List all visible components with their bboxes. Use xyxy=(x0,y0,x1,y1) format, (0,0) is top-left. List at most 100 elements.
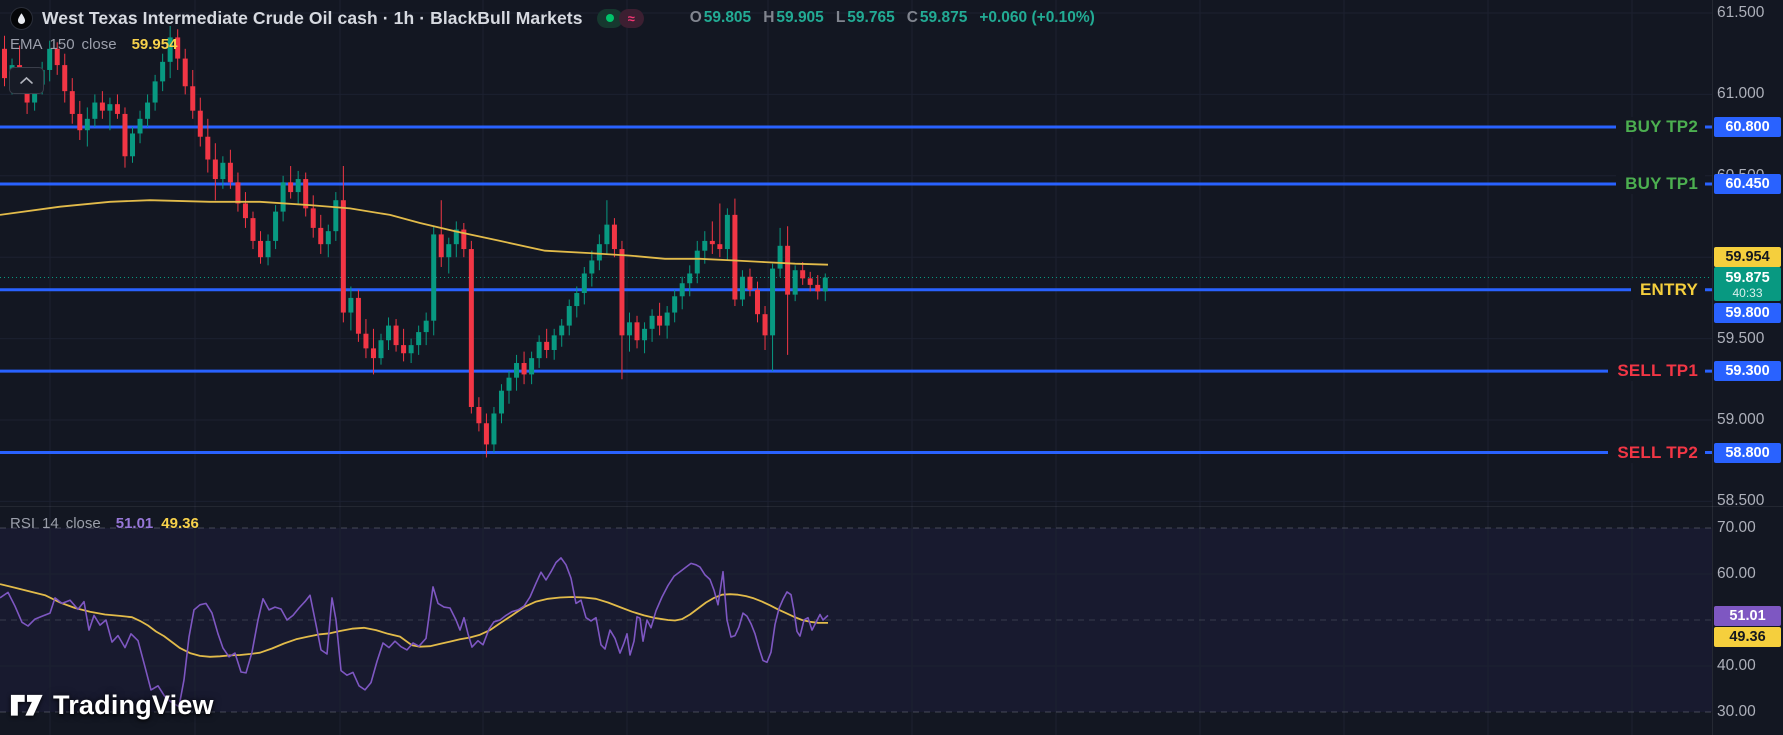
delayed-data-badge[interactable]: ≈ xyxy=(618,8,644,28)
candle-body-up xyxy=(529,358,535,375)
candle-body-down xyxy=(619,249,625,336)
ema-150-line xyxy=(0,199,829,266)
market-status-badge[interactable] xyxy=(596,8,623,28)
candle-body-up xyxy=(626,322,632,336)
candle-body-down xyxy=(227,162,233,183)
candle-body-up xyxy=(378,340,384,359)
candle-body-up xyxy=(137,118,143,134)
candle-body-up xyxy=(431,234,437,321)
axis-label-yellow-59.954: 59.954 xyxy=(1714,247,1781,267)
ohlc-label: H xyxy=(763,9,775,26)
candle-body-down xyxy=(318,227,324,245)
candle-body-up xyxy=(649,315,655,329)
countdown-timer: 40:33 xyxy=(1732,285,1763,300)
candle-body-up xyxy=(386,325,392,341)
candle-body-up xyxy=(536,341,542,359)
candle-body-up xyxy=(333,200,339,232)
candle-body-up xyxy=(822,277,828,292)
axis-price-label-text: 59.300 xyxy=(1725,363,1770,379)
price-tick: 61.500 xyxy=(1717,4,1765,21)
candle-body-up xyxy=(559,325,565,336)
candle-body-up xyxy=(423,320,429,333)
axis-price-label-text: 60.450 xyxy=(1725,176,1770,192)
rsi-band xyxy=(0,528,1712,712)
candle-body-up xyxy=(92,102,98,119)
ohlc-value: 59.875 xyxy=(919,9,968,26)
axis-label-blue-60.800: 60.800 xyxy=(1714,117,1781,137)
axis-price-label-text: 59.800 xyxy=(1725,305,1770,321)
candle-body-down xyxy=(521,363,527,375)
axis-price-label-text: 51.01 xyxy=(1729,608,1766,624)
level-label-buy-tp2[interactable]: BUY TP2 xyxy=(1616,116,1705,137)
candle-body-down xyxy=(258,240,264,258)
price-tick: 59.500 xyxy=(1717,329,1765,347)
candle-body-down xyxy=(2,48,7,79)
symbol-legend-row[interactable]: West Texas Intermediate Crude Oil cash ·… xyxy=(10,6,1095,30)
price-chart-canvas[interactable] xyxy=(0,0,1712,735)
candle-body-down xyxy=(250,218,256,241)
change-value: +0.060 (+0.10%) xyxy=(979,9,1095,26)
candle-body-down xyxy=(461,229,467,250)
axis-price-label-text: 58.800 xyxy=(1725,445,1770,461)
candle-body-up xyxy=(348,297,354,313)
candle-body-down xyxy=(785,245,791,295)
candle-body-down xyxy=(190,86,196,111)
candle-body-down xyxy=(370,348,376,359)
candle-body-down xyxy=(393,325,399,346)
candle-body-up xyxy=(702,240,708,251)
candle-body-down xyxy=(800,270,806,279)
tradingview-logo[interactable]: TradingView xyxy=(10,690,214,721)
candle-body-down xyxy=(747,276,753,290)
candle-body-up xyxy=(596,244,602,261)
candle-body-up xyxy=(446,244,452,258)
candle-body-up xyxy=(273,211,279,241)
green-dot-icon xyxy=(605,14,614,22)
candle-body-up xyxy=(280,182,286,212)
candle-body-up xyxy=(694,250,700,274)
candle-body-down xyxy=(182,58,188,87)
candle-body-up xyxy=(107,104,113,111)
candle-body-down xyxy=(401,345,407,354)
collapse-pane-button[interactable] xyxy=(9,67,44,94)
candle-body-up xyxy=(130,133,136,157)
candle-body-down xyxy=(657,315,663,326)
candle-body-down xyxy=(235,182,241,204)
candle-body-down xyxy=(807,278,813,285)
candle-body-down xyxy=(732,214,738,300)
rsi-legend-row[interactable]: RSI 14 close 51.01 49.36 xyxy=(10,513,199,533)
tradingview-mark-icon xyxy=(10,694,43,716)
ema-indicator-name: EMA xyxy=(10,35,43,53)
level-label-buy-tp1[interactable]: BUY TP1 xyxy=(1616,173,1705,194)
ema-legend-row[interactable]: EMA 150 close 59.954 xyxy=(10,34,177,54)
candle-body-down xyxy=(611,224,617,250)
candle-body-up xyxy=(453,229,459,245)
candle-body-up xyxy=(687,273,693,284)
rsi-tick: 40.00 xyxy=(1717,657,1756,674)
candle-body-down xyxy=(476,406,482,424)
candle-body-down xyxy=(69,91,75,114)
candle-body-up xyxy=(416,332,422,346)
candle-body-down xyxy=(242,203,248,219)
level-label-sell-tp2[interactable]: SELL TP2 xyxy=(1608,442,1705,463)
candle-body-down xyxy=(310,208,316,228)
rsi-ma-line xyxy=(0,583,829,658)
rsi-length: 14 xyxy=(42,514,59,532)
candle-body-up xyxy=(551,335,557,350)
price-tick: 61.000 xyxy=(1717,85,1765,103)
candle-body-up xyxy=(152,81,158,103)
symbol-title: West Texas Intermediate Crude Oil cash ·… xyxy=(42,7,583,28)
ohlc-value: 59.765 xyxy=(847,9,895,26)
candle-body-down xyxy=(54,48,60,66)
level-label-entry[interactable]: ENTRY xyxy=(1631,279,1705,300)
pane-divider[interactable] xyxy=(0,506,1783,507)
chevron-up-icon xyxy=(20,76,33,84)
candle-body-down xyxy=(62,65,68,92)
level-label-sell-tp1[interactable]: SELL TP1 xyxy=(1608,361,1705,382)
axis-label-blue-58.800: 58.800 xyxy=(1714,443,1781,463)
candle-body-up xyxy=(145,102,151,119)
candle-body-down xyxy=(122,113,128,157)
candle-body-up xyxy=(167,37,173,62)
ohlc-label: C xyxy=(906,9,918,26)
candle-body-up xyxy=(581,273,587,294)
candle-body-up xyxy=(84,118,90,131)
